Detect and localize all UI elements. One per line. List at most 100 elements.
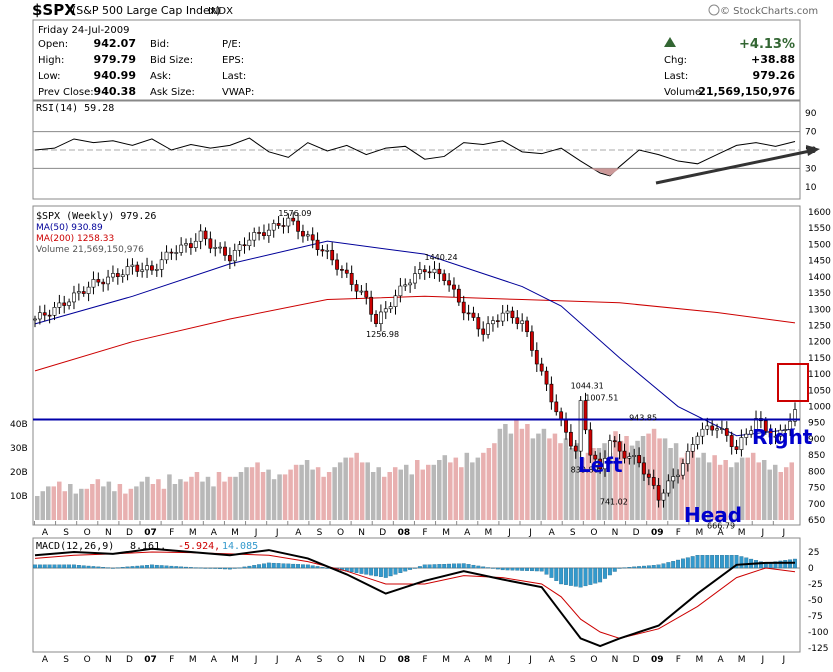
candle-body [62, 302, 67, 306]
candle-body [271, 223, 276, 231]
macd-histogram-bar [281, 563, 286, 569]
macd-histogram-bar [432, 564, 437, 569]
quote-mid-label: Bid Size: [150, 55, 193, 66]
candle-body [393, 295, 398, 307]
price-tick-label: 1400 [808, 273, 831, 283]
annotation-right: Right [752, 425, 813, 449]
macd-histogram-bar [62, 564, 67, 569]
candle-body [344, 269, 349, 274]
x-axis-label-bottom: M [696, 655, 704, 665]
macd-histogram-bar [471, 564, 476, 569]
macd-histogram-bar [218, 567, 223, 569]
macd-histogram-bar [91, 566, 96, 569]
price-tick-label: 1300 [808, 305, 831, 315]
volume-bar [343, 457, 348, 520]
macd-histogram-bar [388, 567, 393, 577]
volume-bar [629, 445, 635, 520]
candle-body [223, 246, 227, 256]
macd-histogram-bar [232, 567, 237, 569]
volume-bar [690, 448, 695, 520]
price-tick-label: 1050 [808, 386, 831, 396]
macd-histogram-bar [305, 564, 310, 569]
candle-body [729, 435, 734, 447]
candle-body [573, 445, 578, 452]
volume-bar [249, 467, 255, 520]
macd-histogram-bar [120, 567, 125, 569]
volume-bar [216, 472, 222, 520]
candle-body [778, 429, 783, 437]
volume-bar [150, 484, 156, 520]
volume-bar [530, 438, 536, 520]
candle-body [257, 232, 262, 234]
x-axis-label: J [528, 528, 532, 538]
candle-body [685, 450, 690, 464]
candle-body [164, 251, 169, 261]
x-axis-label-bottom: O [337, 655, 344, 665]
candle-body [218, 246, 223, 249]
x-axis-label-bottom: N [612, 655, 619, 665]
macd-histogram-bar [257, 564, 262, 569]
macd-histogram-bar [568, 567, 573, 586]
macd-histogram-bar [539, 567, 544, 572]
annotation-left: Left [578, 453, 623, 477]
x-axis-label-bottom: S [570, 655, 576, 665]
macd-histogram-bar [37, 564, 42, 569]
volume-bar [778, 472, 783, 520]
macd-histogram-bar [603, 567, 607, 579]
volume-bar [728, 467, 734, 520]
candle-body [461, 301, 466, 314]
candle-body [96, 279, 101, 283]
macd-histogram-bar [52, 564, 57, 569]
volume-bar [426, 464, 431, 520]
macd-histogram-bar [300, 564, 305, 569]
up-arrow-icon [664, 37, 676, 47]
volume-bar [244, 467, 249, 520]
candle-body [690, 444, 695, 452]
x-axis-label-bottom: M [738, 655, 746, 665]
candle-body [213, 247, 218, 249]
macd-histogram-bar [427, 564, 432, 569]
macd-histogram-bar [529, 567, 534, 572]
macd-histogram-bar [408, 567, 413, 570]
macd-histogram-bar [315, 566, 320, 569]
price-extreme-label: 1576.09 [278, 209, 311, 218]
x-axis-label: J [254, 528, 258, 538]
volume-bar [409, 474, 414, 520]
macd-histogram-bar [140, 565, 145, 569]
price-tick-label: 750 [808, 484, 825, 494]
volume-bar [701, 452, 706, 520]
candle-body [301, 231, 305, 237]
volume-bar [178, 479, 183, 520]
x-axis-label: J [782, 528, 786, 538]
candle-body [681, 463, 685, 476]
macd-histogram-bar [773, 561, 778, 569]
x-axis-label-bottom: D [633, 655, 640, 665]
macd-histogram-bar [369, 567, 374, 576]
stockcharts-logo-icon [708, 4, 720, 16]
price-tick-label: 1350 [808, 289, 831, 299]
candle-body [354, 284, 359, 292]
volume-bar [640, 436, 646, 520]
volume-bar [602, 443, 607, 520]
x-axis-label-bottom: 09 [651, 655, 664, 665]
volume-bar [723, 460, 728, 520]
candle-body [76, 291, 81, 294]
candle-body [651, 477, 656, 486]
volume-bar [596, 448, 602, 520]
x-axis-label: O [84, 528, 91, 538]
volume-bar [459, 467, 464, 520]
candle-body [447, 280, 452, 286]
candle-body [466, 312, 471, 315]
macd-histogram-bar [42, 564, 47, 569]
ma50-line [34, 240, 796, 437]
candle-body [81, 291, 86, 294]
x-axis-label: D [633, 528, 640, 538]
macd-tick-label: -75 [808, 612, 823, 622]
volume-bar [431, 464, 437, 520]
x-axis-layer: A A S S O O N N D D 07 07 F F M M A A M M J J J J A A S S O O N N D D 08 08… [33, 521, 786, 665]
volume-bar [167, 474, 172, 520]
macd-histogram-bar [637, 566, 642, 569]
x-axis-label-bottom: N [105, 655, 112, 665]
macd-histogram-bar [266, 562, 271, 569]
x-axis-label-bottom: J [275, 655, 279, 665]
